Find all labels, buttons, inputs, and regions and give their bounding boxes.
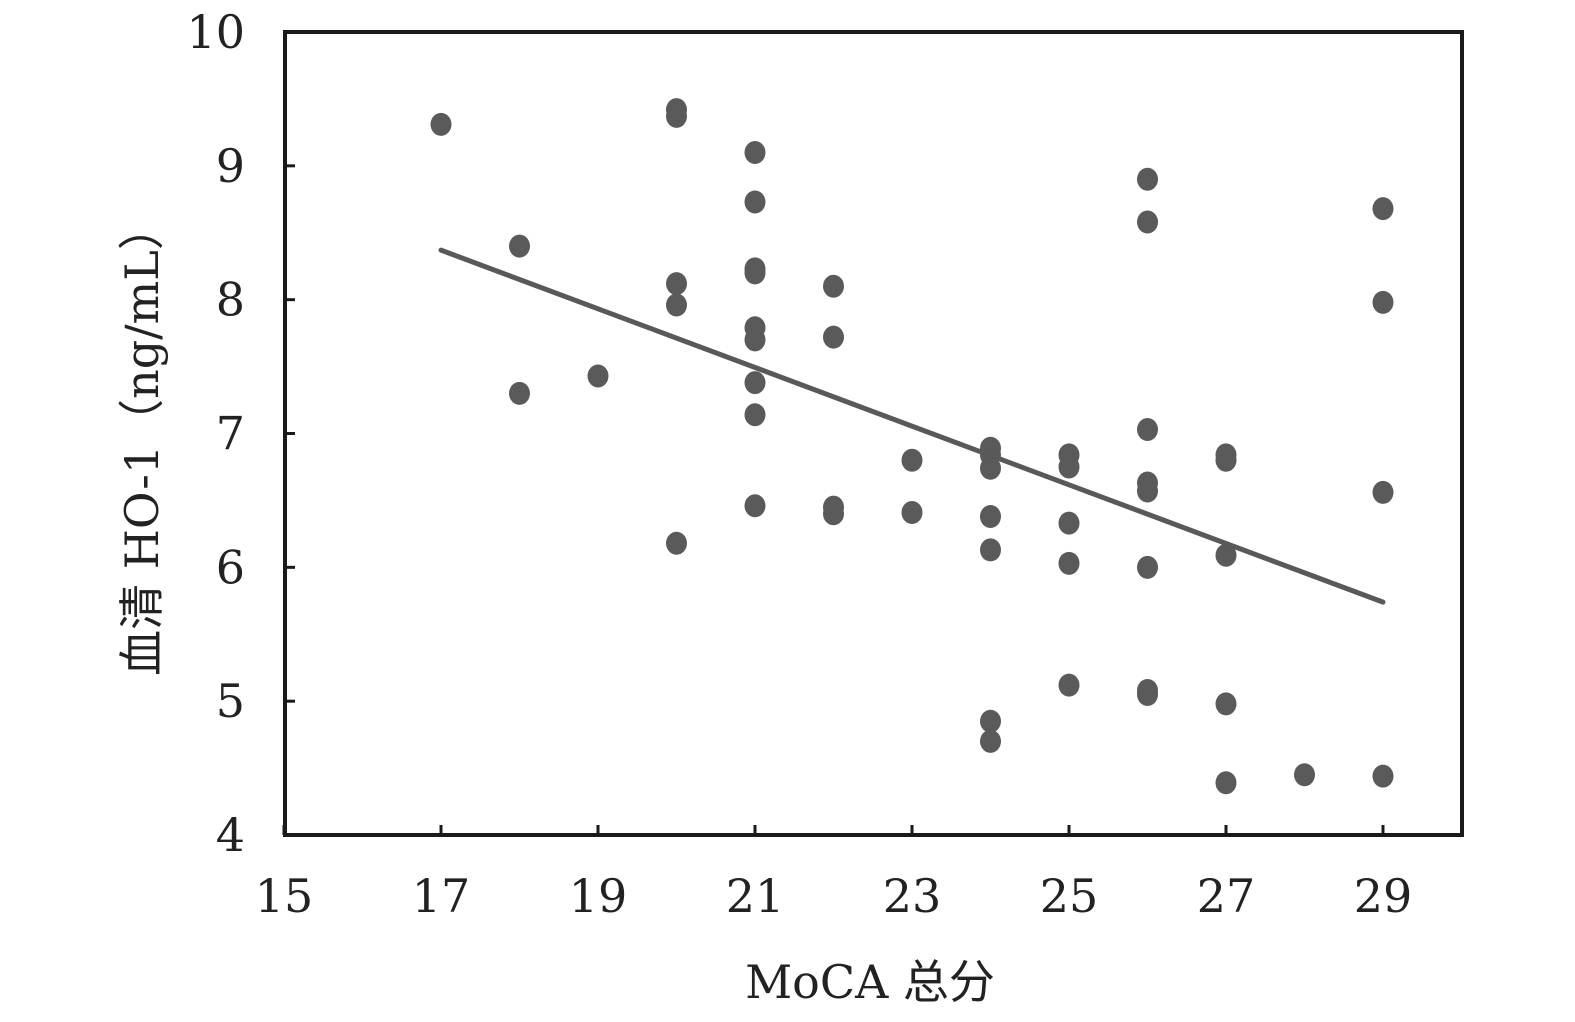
data-point — [744, 190, 766, 214]
data-point — [1137, 417, 1158, 441]
x-tick-label: 25 — [1040, 869, 1099, 923]
y-tick-label: 9 — [216, 139, 245, 193]
x-tick-label: 15 — [255, 869, 314, 923]
x-tick-label: 29 — [1354, 869, 1413, 923]
data-point — [980, 709, 1001, 733]
trendline — [438, 247, 1386, 605]
data-point — [1058, 511, 1080, 535]
y-tick-label: 8 — [216, 273, 245, 327]
y-tick-label: 6 — [216, 540, 245, 594]
y-axis-title: 血清 HO-1（ng/mL） — [115, 204, 169, 676]
data-point — [1294, 763, 1315, 787]
data-point — [1137, 479, 1158, 503]
data-point — [1058, 551, 1080, 575]
data-point — [823, 502, 844, 526]
x-axis: 15 17 19 21 23 25 27 29 — [255, 825, 1413, 923]
data-point — [823, 274, 844, 298]
x-axis-title: MoCA 总分 — [745, 955, 995, 1009]
data-point — [1137, 210, 1158, 234]
data-point — [1215, 771, 1237, 795]
data-point — [666, 293, 687, 317]
data-point — [1137, 682, 1158, 706]
data-point — [430, 112, 452, 136]
data-point — [744, 494, 766, 518]
y-tick-label: 4 — [216, 808, 245, 862]
data-point — [901, 448, 923, 472]
x-tick-label: 27 — [1197, 869, 1256, 923]
data-point — [744, 328, 766, 352]
data-point — [980, 504, 1001, 528]
data-point — [744, 261, 766, 285]
y-tick-label: 5 — [216, 674, 245, 728]
data-point — [744, 403, 766, 427]
y-axis: 4 5 6 7 8 9 10 — [186, 5, 295, 862]
data-point — [666, 531, 687, 555]
data-point — [1058, 455, 1080, 479]
data-point — [980, 456, 1001, 480]
data-point — [587, 364, 609, 388]
x-tick-label: 19 — [569, 869, 628, 923]
data-point — [980, 729, 1001, 753]
y-tick-label: 10 — [186, 5, 245, 59]
data-point — [901, 500, 923, 524]
data-point — [1372, 290, 1394, 314]
x-tick-label: 17 — [412, 869, 471, 923]
data-point — [666, 104, 687, 128]
data-points — [430, 98, 1394, 795]
data-point — [509, 381, 530, 405]
trendline-group — [438, 247, 1386, 605]
data-point — [744, 140, 766, 164]
data-point — [1058, 673, 1080, 697]
data-point — [980, 538, 1001, 562]
plot-frame — [283, 30, 1464, 837]
data-point — [666, 272, 687, 296]
data-point — [1372, 197, 1394, 221]
data-point — [1372, 764, 1394, 788]
data-point — [1372, 480, 1394, 504]
data-point — [1215, 692, 1237, 716]
y-tick-label: 7 — [216, 407, 245, 461]
x-tick-label: 21 — [726, 869, 785, 923]
data-point — [823, 325, 844, 349]
data-point — [509, 234, 530, 258]
data-point — [1215, 448, 1237, 472]
data-point — [744, 371, 766, 395]
data-point — [1137, 167, 1158, 191]
x-tick-label: 23 — [883, 869, 942, 923]
data-point — [1137, 555, 1158, 579]
data-point — [1215, 543, 1237, 567]
